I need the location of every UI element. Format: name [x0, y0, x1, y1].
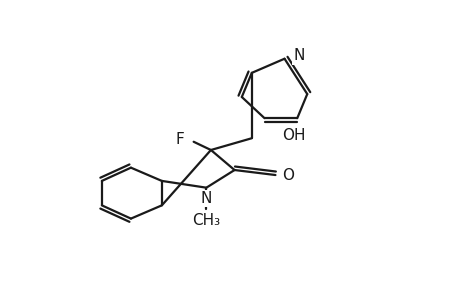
Text: O: O	[282, 167, 294, 182]
Text: F: F	[175, 132, 184, 147]
Text: N: N	[200, 191, 212, 206]
Text: CH₃: CH₃	[192, 213, 220, 228]
Text: N: N	[293, 48, 304, 63]
Text: OH: OH	[282, 128, 305, 143]
